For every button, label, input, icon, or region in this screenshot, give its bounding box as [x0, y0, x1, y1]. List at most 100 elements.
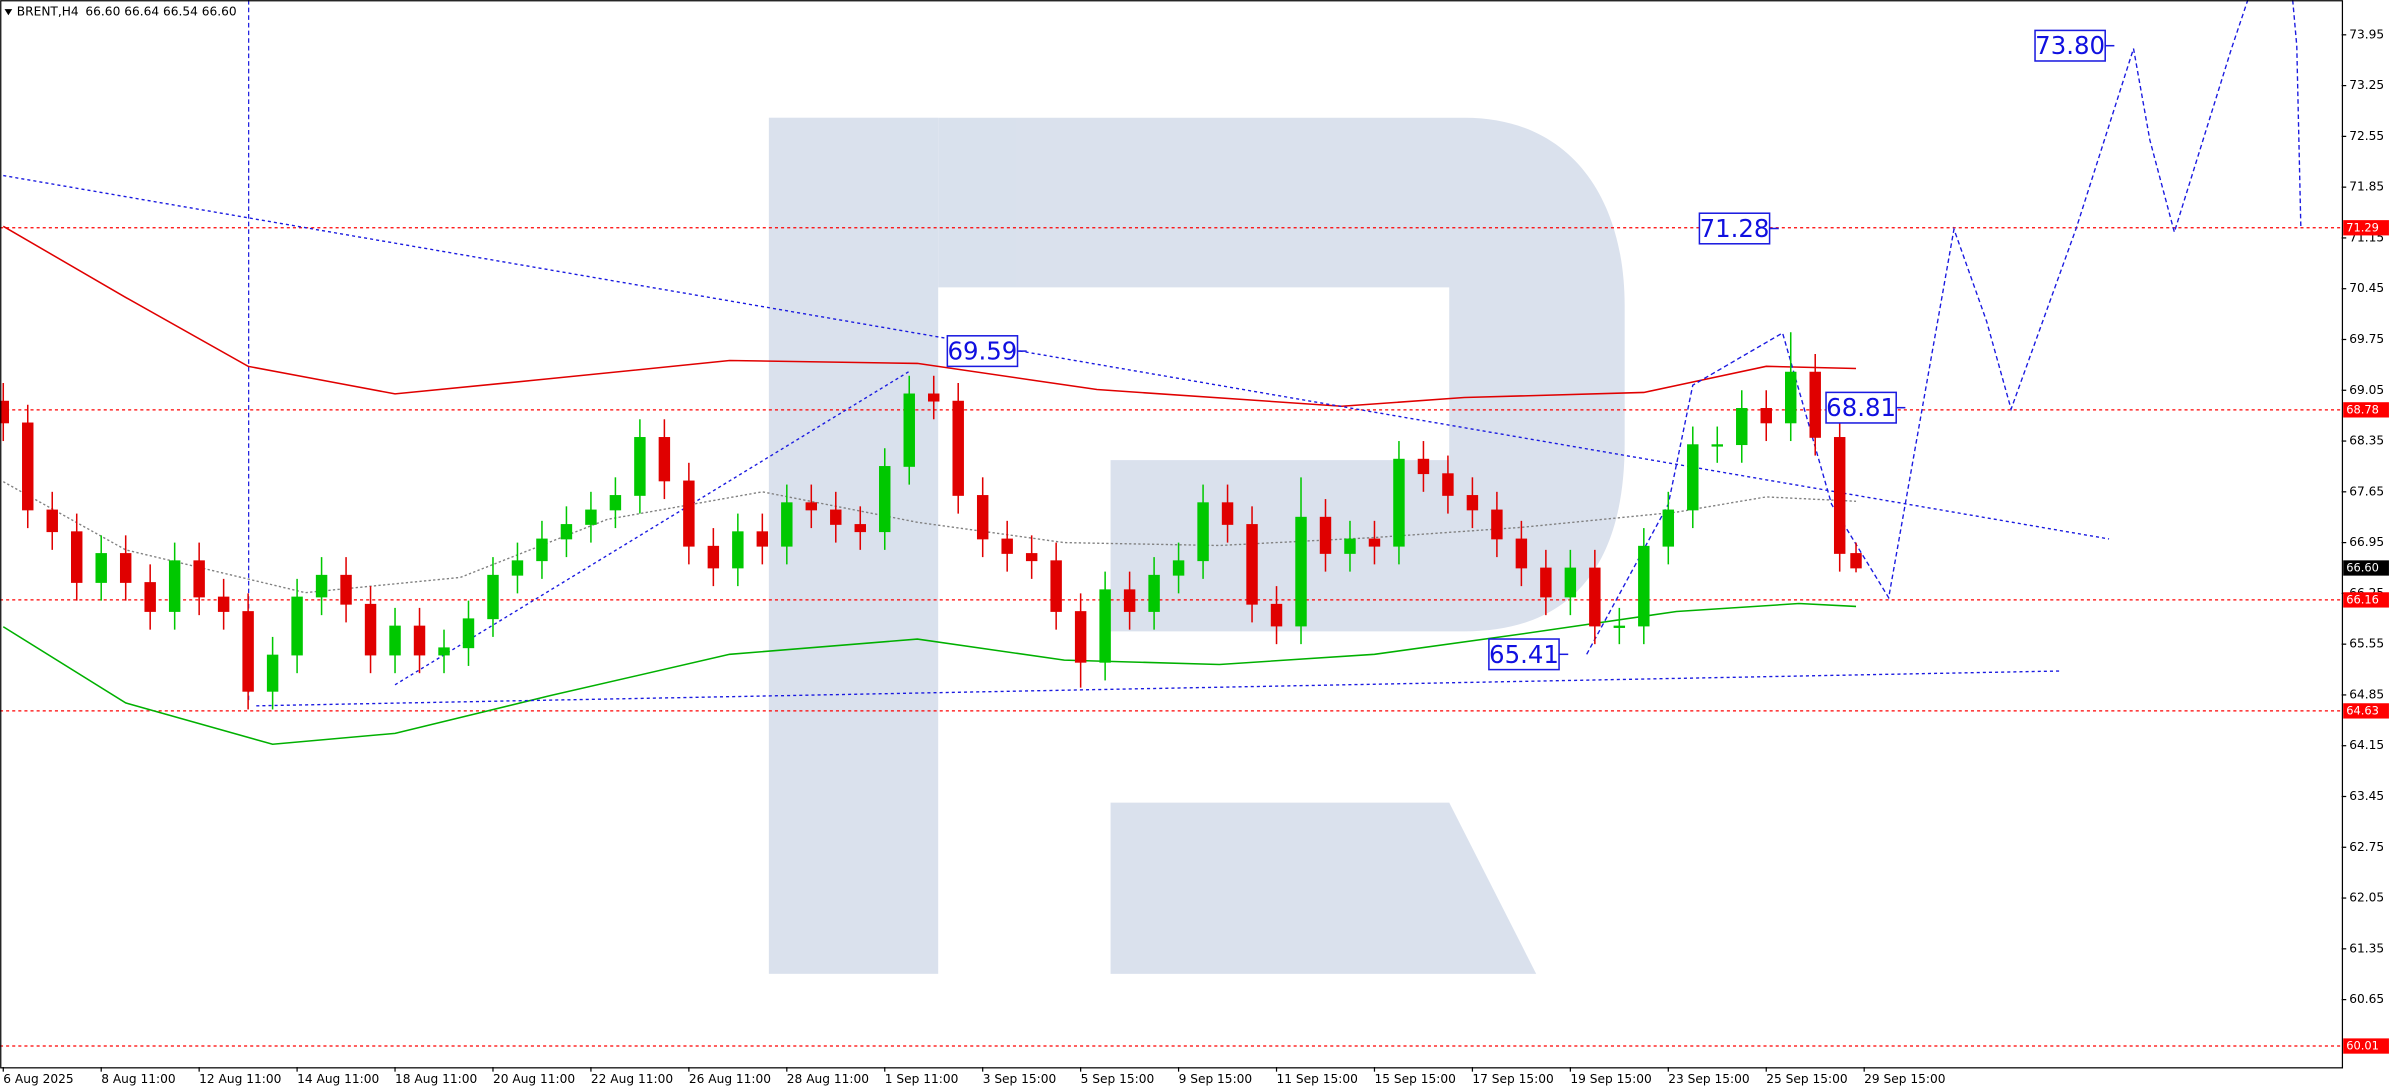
candle-body [340, 574, 352, 605]
last-price-box [2343, 560, 2389, 576]
candle-body [1099, 589, 1111, 663]
moving-average [2, 225, 1857, 407]
candle-body [1368, 538, 1381, 547]
annotation-box [1488, 638, 1560, 671]
candle-body [1564, 567, 1577, 598]
x-tick-label: 20 Aug 11:00 [493, 1072, 575, 1086]
candle-body [1025, 553, 1038, 562]
y-tick-label: 70.45 [2349, 281, 2384, 295]
candle-body [683, 480, 695, 547]
x-tick-label: 23 Sep 15:00 [1668, 1072, 1749, 1086]
candle-body [1850, 553, 1862, 569]
candle-body [634, 437, 646, 496]
y-tick-label: 73.95 [2349, 27, 2384, 41]
y-tick-label: 66.95 [2349, 535, 2384, 549]
annotation-box [1698, 212, 1771, 245]
candle-body [928, 393, 940, 402]
trendline [256, 670, 2061, 707]
candle-body [1197, 502, 1209, 562]
candle-body [266, 654, 279, 692]
watermark [768, 117, 1625, 974]
candle-body [71, 531, 83, 583]
x-tick-label: 18 Aug 11:00 [395, 1072, 477, 1086]
y-tick-label: 60.65 [2349, 992, 2384, 1006]
candle-body [854, 524, 866, 533]
candle-body [1833, 437, 1846, 554]
candle-body [1123, 589, 1136, 612]
price-level-box [2343, 220, 2389, 236]
x-tick-label: 29 Sep 15:00 [1864, 1072, 1945, 1086]
x-tick-label: 6 Aug 2025 [3, 1072, 73, 1086]
candle-body [462, 618, 475, 649]
price-level-label: 66.16 [2346, 592, 2379, 606]
y-tick-label: 67.65 [2349, 484, 2384, 498]
x-tick-label: 5 Sep 15:00 [1081, 1072, 1155, 1086]
candle-body [1613, 625, 1626, 628]
annotation-box [1825, 391, 1897, 424]
candle-body [1148, 574, 1160, 612]
candle-body [511, 560, 524, 576]
y-tick-label: 61.35 [2349, 941, 2384, 955]
price-level-label: 68.78 [2346, 402, 2379, 416]
candle-body [1074, 611, 1087, 663]
x-tick-label: 22 Aug 11:00 [591, 1072, 673, 1086]
candle-body [1809, 371, 1821, 438]
watermark-bowl [938, 117, 1625, 632]
candle-body [1172, 560, 1185, 576]
candle-body [413, 625, 426, 656]
candle-body [1760, 408, 1772, 424]
candle-body [144, 582, 156, 612]
x-tick-label: 19 Sep 15:00 [1570, 1072, 1651, 1086]
header-symbol: BRENT,H4 [17, 5, 79, 19]
candle-body [217, 596, 230, 612]
x-tick-label: 28 Aug 11:00 [787, 1072, 869, 1086]
annotation-label: 68.81 [1826, 393, 1896, 422]
x-tick-label: 25 Sep 15:00 [1766, 1072, 1847, 1086]
y-tick-label: 64.15 [2349, 738, 2384, 752]
candle-body [609, 495, 622, 511]
y-tick-label: 63.45 [2349, 789, 2384, 803]
candle-body [1662, 509, 1675, 547]
candle-body [1221, 502, 1234, 525]
candle-body [1295, 516, 1307, 627]
candle-body [1442, 473, 1454, 496]
annotation-label: 69.59 [948, 337, 1018, 366]
x-tick-label: 11 Sep 15:00 [1277, 1072, 1358, 1086]
plot-frame [0, 0, 2344, 1069]
y-tick-label: 69.75 [2349, 332, 2384, 346]
candle-body [952, 400, 964, 496]
candle-body [756, 531, 769, 547]
y-tick-label: 72.55 [2349, 129, 2384, 143]
candle-body [242, 611, 254, 692]
annotation-box [2034, 29, 2106, 62]
candle-body [536, 538, 548, 562]
candle-body [291, 596, 303, 656]
candle-body [707, 545, 720, 569]
x-tick-label: 12 Aug 11:00 [199, 1072, 281, 1086]
y-tick-label: 73.25 [2349, 78, 2384, 92]
candle-body [658, 437, 671, 482]
y-tick-label: 65.55 [2349, 637, 2384, 651]
candle-body [781, 502, 793, 547]
candle-body [830, 509, 842, 525]
candle-body [976, 495, 989, 540]
annotation-label: 73.80 [2035, 31, 2105, 60]
candle-body [364, 603, 377, 656]
y-tick-label: 64.85 [2349, 687, 2384, 701]
candle-body [1319, 516, 1332, 554]
x-tick-label: 9 Sep 15:00 [1179, 1072, 1253, 1086]
candle-body [1711, 444, 1723, 447]
y-tick-label: 68.35 [2349, 434, 2384, 448]
candle-body [1344, 538, 1356, 554]
y-tick-label: 69.05 [2349, 383, 2384, 397]
annotation-label: 71.28 [1700, 214, 1770, 243]
candle-body [487, 574, 499, 620]
price-level-box [2343, 402, 2389, 418]
header-arrow [4, 9, 13, 16]
candle-body [193, 560, 205, 598]
candle-body [315, 574, 328, 598]
trendline [3, 174, 2110, 540]
candle-body [0, 400, 9, 424]
